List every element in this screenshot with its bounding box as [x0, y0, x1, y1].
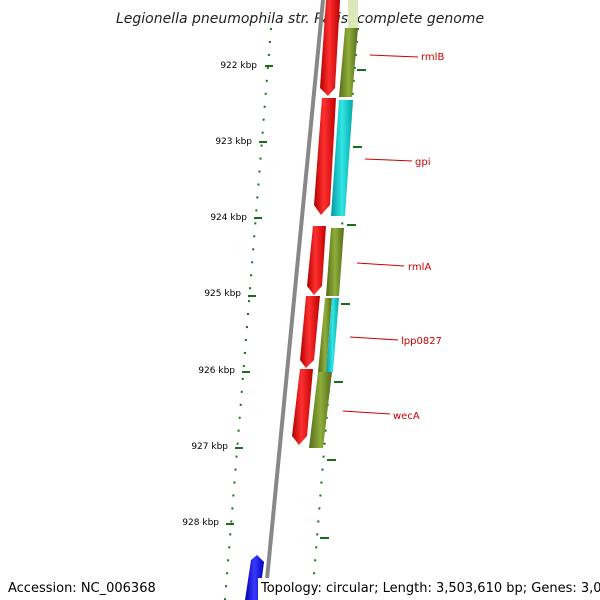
- outer-ring-ticks: [320, 69, 366, 539]
- tick-label: 923 kbp: [215, 137, 252, 147]
- cds-forward-track: [292, 0, 340, 445]
- accession-label: Accession: NC_006368: [8, 578, 156, 600]
- tick-label: 928 kbp: [182, 518, 219, 528]
- genome-backbone: [263, 0, 325, 600]
- tick-label: 926 kbp: [198, 366, 235, 376]
- gene-labels: rmlB gpi rmlA lpp0827 wecA: [342, 52, 444, 422]
- tick-label: 922 kbp: [220, 61, 257, 71]
- gene-label-lpp0827[interactable]: lpp0827: [401, 336, 442, 347]
- gene-label-wecA[interactable]: wecA: [393, 411, 420, 422]
- cds-feature[interactable]: [292, 369, 313, 445]
- topology-label: Topology: circular; Length: 3,503,610 bp…: [258, 578, 600, 600]
- olive-feature[interactable]: [339, 28, 358, 97]
- gene-label-gpi[interactable]: gpi: [415, 157, 430, 168]
- cyan-feature[interactable]: [326, 298, 339, 372]
- olive-feature[interactable]: [326, 228, 344, 296]
- map-title: Legionella pneumophila str. Paris, compl…: [116, 11, 484, 27]
- cds-feature[interactable]: [314, 98, 336, 215]
- tick-label: 925 kbp: [204, 289, 241, 299]
- scale-ticks: 922 kbp 923 kbp 924 kbp 925 kbp 926 kbp …: [182, 61, 273, 528]
- gene-label-rmlA[interactable]: rmlA: [408, 262, 431, 273]
- secondary-track: [309, 0, 358, 448]
- tick-label: 924 kbp: [210, 213, 247, 223]
- tick-label: 927 kbp: [191, 442, 228, 452]
- cyan-feature[interactable]: [331, 100, 353, 216]
- olive-feature[interactable]: [309, 372, 332, 448]
- cds-feature[interactable]: [300, 296, 320, 368]
- gene-label-rmlB[interactable]: rmlB: [421, 52, 444, 63]
- olive-feature[interactable]: [318, 298, 332, 372]
- inner-dotted-ring: [224, 27, 272, 600]
- cds-feature[interactable]: [320, 0, 340, 96]
- cds-feature[interactable]: [307, 226, 326, 295]
